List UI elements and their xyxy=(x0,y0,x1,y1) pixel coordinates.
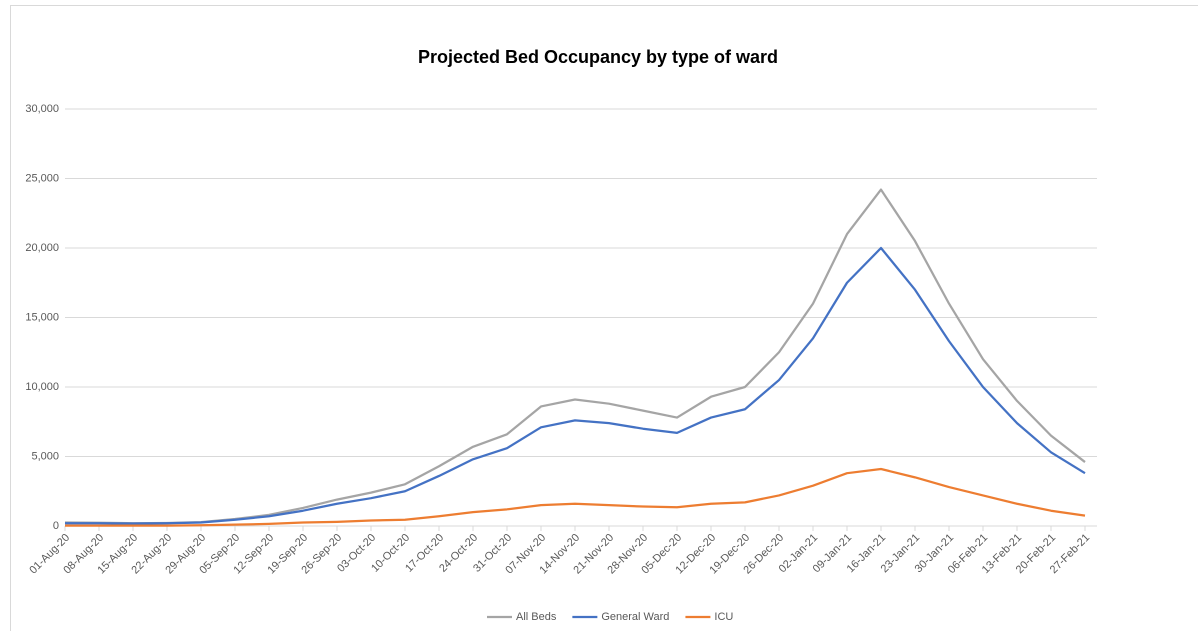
y-tick-label: 20,000 xyxy=(25,242,59,254)
y-tick-label: 5,000 xyxy=(31,450,59,462)
legend-label: General Ward xyxy=(601,611,669,623)
y-tick-label: 0 xyxy=(53,520,59,532)
y-tick-label: 30,000 xyxy=(25,103,59,115)
y-tick-label: 10,000 xyxy=(25,381,59,393)
legend-label: ICU xyxy=(714,611,733,623)
line-series xyxy=(65,246,1086,525)
y-tick-label: 15,000 xyxy=(25,311,59,323)
legend-label: All Beds xyxy=(516,611,557,623)
line-series xyxy=(65,467,1086,527)
chart-border xyxy=(10,5,1198,631)
chart-title: Projected Bed Occupancy by type of ward xyxy=(418,47,778,67)
y-tick-label: 25,000 xyxy=(25,172,59,184)
